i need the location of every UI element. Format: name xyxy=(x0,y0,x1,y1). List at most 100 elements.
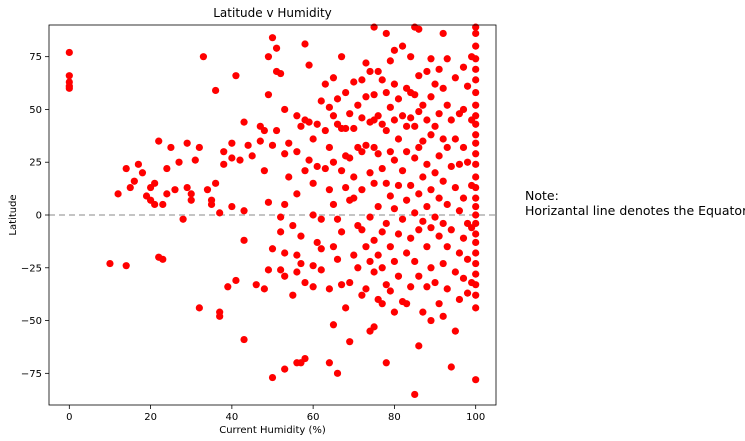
scatter-point xyxy=(232,276,240,285)
scatter-point xyxy=(398,112,407,120)
scatter-point xyxy=(138,169,147,177)
scatter-point xyxy=(321,164,329,173)
scatter-point xyxy=(260,126,268,135)
scatter-point xyxy=(203,186,212,194)
scatter-point xyxy=(394,95,403,103)
scatter-point xyxy=(472,202,480,211)
scatter-point xyxy=(244,141,252,149)
scatter-point xyxy=(472,230,480,238)
scatter-point xyxy=(277,266,285,274)
scatter-point xyxy=(386,148,394,156)
scatter-point xyxy=(472,29,480,38)
x-tick-label: 100 xyxy=(466,412,485,423)
scatter-point xyxy=(268,141,277,149)
scatter-point xyxy=(337,228,346,236)
scatter-point xyxy=(435,152,443,160)
scatter-point xyxy=(415,143,423,152)
scatter-point xyxy=(134,160,142,168)
x-tick-label: 80 xyxy=(388,412,401,423)
scatter-point xyxy=(411,154,419,162)
scatter-point xyxy=(114,190,122,198)
scatter-point xyxy=(374,67,382,76)
scatter-point xyxy=(313,238,321,247)
scatter-point xyxy=(439,84,447,92)
scatter-point xyxy=(378,300,386,308)
scatter-point xyxy=(370,236,378,244)
scatter-point xyxy=(187,196,195,204)
scatter-point xyxy=(358,148,366,156)
scatter-point xyxy=(358,114,366,122)
scatter-point xyxy=(293,148,301,156)
scatter-point xyxy=(382,359,390,367)
scatter-point xyxy=(350,173,358,181)
scatter-point xyxy=(370,268,378,276)
scatter-point xyxy=(382,88,390,97)
scatter-point xyxy=(350,194,358,202)
scatter-point xyxy=(455,207,464,215)
scatter-point xyxy=(463,158,472,166)
scatter-point xyxy=(350,124,358,133)
scatter-point xyxy=(472,120,480,128)
scatter-point xyxy=(329,243,338,251)
scatter-point xyxy=(252,281,260,289)
scatter-point xyxy=(260,167,268,175)
scatter-point xyxy=(447,162,455,171)
scatter-point xyxy=(309,283,317,291)
scatter-point xyxy=(472,55,480,63)
scatter-point xyxy=(281,272,289,280)
scatter-point xyxy=(472,183,480,192)
scatter-point xyxy=(362,243,370,251)
scatter-point xyxy=(313,120,321,128)
scatter-point xyxy=(362,59,370,67)
scatter-point xyxy=(281,105,289,114)
scatter-point xyxy=(305,156,313,164)
scatter-point xyxy=(268,34,277,42)
scatter-point xyxy=(472,88,480,97)
scatter-point xyxy=(240,236,248,244)
equator-note: Note: Horizantal line denotes the Equato… xyxy=(525,188,745,218)
x-tick-label: 60 xyxy=(307,412,320,423)
scatter-point xyxy=(407,53,415,61)
scatter-point xyxy=(370,23,378,31)
scatter-point xyxy=(463,289,472,297)
scatter-point xyxy=(451,327,459,335)
axis-ticks: 0 20 40 60 80 100 −75 −50 −25 0 25 50 75 xyxy=(21,52,485,423)
scatter-point xyxy=(390,156,399,164)
scatter-point xyxy=(325,103,333,111)
scatter-point xyxy=(212,86,220,95)
scatter-point xyxy=(65,72,73,80)
y-tick-label: −50 xyxy=(21,316,42,327)
scatter-point xyxy=(346,154,354,162)
scatter-point xyxy=(346,110,354,118)
scatter-point xyxy=(179,215,187,223)
scatter-point xyxy=(472,101,480,109)
scatter-point xyxy=(366,257,374,266)
scatter-point xyxy=(415,107,423,116)
scatter-point xyxy=(390,257,399,266)
scatter-point xyxy=(427,93,435,101)
scatter-point xyxy=(455,295,464,304)
scatter-point xyxy=(459,274,468,282)
scatter-point xyxy=(187,190,195,198)
scatter-point xyxy=(248,152,256,160)
scatter-point xyxy=(411,209,419,217)
scatter-point xyxy=(183,183,191,192)
scatter-point xyxy=(325,359,333,367)
scatter-point xyxy=(415,342,423,350)
scatter-point xyxy=(435,232,443,240)
scatter-point xyxy=(411,122,419,130)
scatter-point xyxy=(403,122,411,130)
scatter-point xyxy=(309,211,317,219)
scatter-point xyxy=(362,285,370,293)
y-tick-label: −75 xyxy=(21,369,42,380)
scatter-point xyxy=(386,103,394,111)
scatter-point xyxy=(106,259,114,268)
scatter-point xyxy=(293,251,301,259)
scatter-point xyxy=(394,181,403,190)
y-tick-label: 75 xyxy=(29,52,42,63)
scatter-point xyxy=(175,158,183,166)
scatter-point xyxy=(329,200,338,209)
scatter-point xyxy=(362,141,370,149)
scatter-point xyxy=(155,137,163,145)
scatter-point xyxy=(390,308,399,316)
